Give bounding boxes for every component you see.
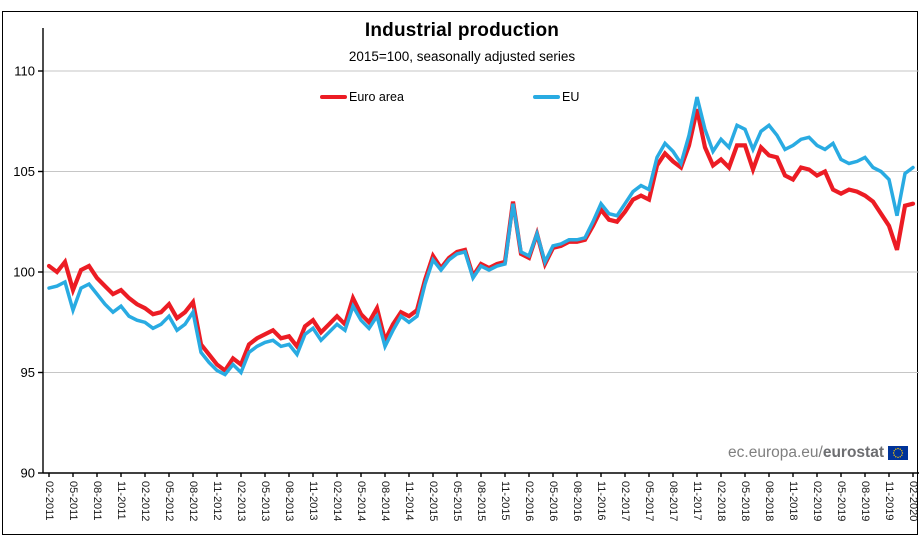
y-tick-label: 90 (21, 466, 35, 481)
footer-site-bold: eurostat (822, 444, 884, 461)
x-tick-label: 08-2018 (763, 481, 775, 521)
x-tick-label: 05-2015 (451, 481, 463, 521)
x-tick-label: 02-2016 (523, 481, 535, 521)
y-tick-label: 100 (13, 265, 35, 280)
x-tick-label: 08-2019 (859, 481, 871, 521)
x-tick-label: 11-2019 (883, 481, 895, 521)
eu-flag-icon (888, 446, 908, 460)
x-tick-label: 02-2018 (715, 481, 727, 521)
x-tick-label: 08-2013 (283, 481, 295, 521)
x-tick-label: 02-2013 (235, 481, 247, 521)
x-tick-label: 11-2011 (115, 481, 127, 520)
x-tick-label: 08-2011 (91, 481, 103, 521)
x-tick-label: 05-2018 (739, 481, 751, 521)
x-tick-label: 05-2019 (835, 481, 847, 521)
x-tick-label: 02-2011 (43, 481, 55, 521)
x-tick-label: 11-2018 (787, 481, 799, 521)
x-tick-label: 05-2013 (259, 481, 271, 521)
x-tick-label: 11-2012 (211, 481, 223, 521)
eu-line-swatch (533, 94, 560, 100)
x-tick-label: 11-2013 (307, 481, 319, 521)
y-tick-label: 95 (21, 365, 35, 380)
x-tick-label: 08-2014 (379, 481, 391, 521)
x-tick-label: 02-2020 (907, 481, 919, 521)
euro-area-line-swatch (320, 94, 347, 100)
footer-link: ec.europa.eu/eurostat (728, 444, 908, 462)
x-tick-label: 05-2016 (547, 481, 559, 521)
chart-title: Industrial production (364, 20, 560, 41)
legend-item-euro-area: Euro area (320, 90, 404, 104)
legend-label-eu: EU (562, 90, 580, 104)
x-tick-label: 02-2019 (811, 481, 823, 521)
footer-site-prefix: ec.europa.eu/ (728, 444, 823, 461)
series-line-euro-area (46, 108, 916, 374)
y-tick-label: 110 (14, 64, 35, 79)
x-tick-label: 11-2014 (403, 481, 415, 521)
x-tick-label: 02-2017 (619, 481, 631, 521)
y-tick-label: 105 (13, 164, 35, 179)
legend-label-euro-area: Euro area (349, 90, 404, 104)
x-tick-label: 08-2017 (667, 481, 679, 521)
x-tick-label: 05-2012 (163, 481, 175, 521)
x-tick-label: 11-2017 (691, 481, 703, 521)
x-tick-label: 08-2016 (571, 481, 583, 521)
x-tick-label: 11-2016 (595, 481, 607, 521)
x-tick-label: 05-2011 (67, 481, 79, 521)
x-tick-label: 05-2014 (355, 481, 367, 521)
x-tick-label: 05-2017 (643, 481, 655, 521)
x-tick-label: 02-2012 (139, 481, 151, 521)
x-tick-label: 08-2015 (475, 481, 487, 521)
x-tick-label: 02-2015 (427, 481, 439, 521)
series-line-eu (47, 96, 915, 377)
chart-subtitle: 2015=100, seasonally adjusted series (348, 49, 576, 64)
x-tick-label: 02-2014 (331, 481, 343, 521)
legend-item-eu: EU (533, 90, 579, 104)
x-tick-label: 11-2015 (499, 481, 511, 521)
x-tick-label: 08-2012 (187, 481, 199, 521)
